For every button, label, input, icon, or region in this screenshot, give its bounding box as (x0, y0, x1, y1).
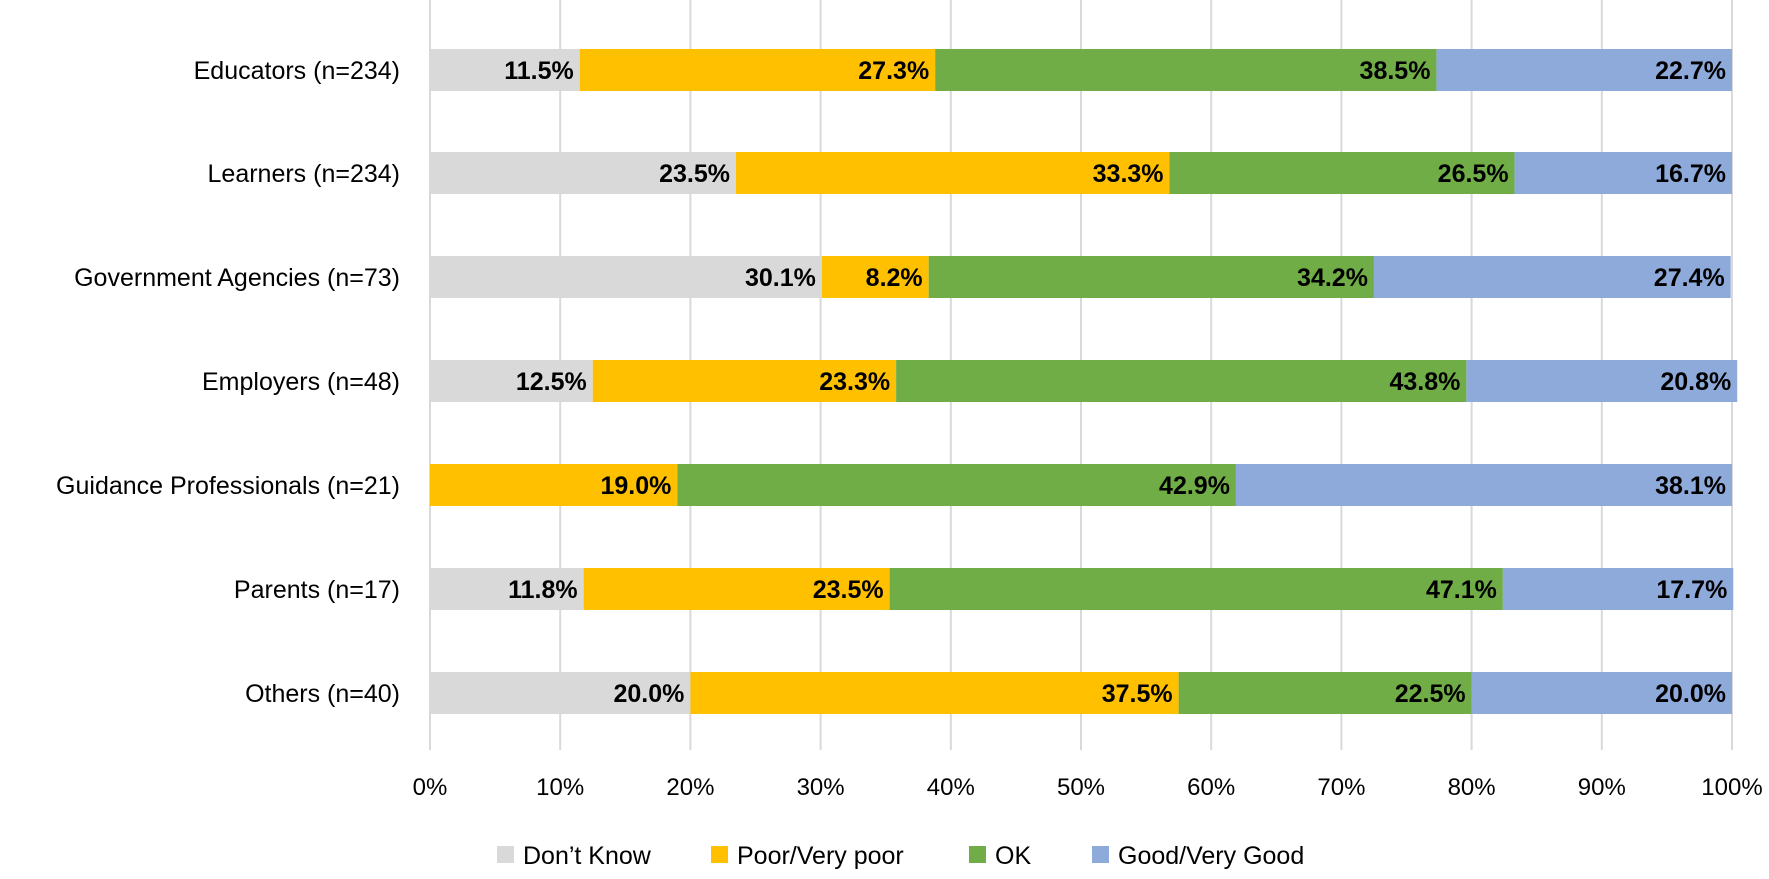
bar-segment-poor-very-poor (690, 672, 1179, 714)
legend-swatch-good-very-good (1092, 846, 1109, 863)
bar-segments (430, 49, 1738, 714)
bar-segment-good-very-good (1502, 568, 1734, 610)
data-label: 22.5% (1395, 680, 1466, 708)
x-tick-label: 70% (1317, 774, 1365, 801)
x-tick-label: 20% (666, 774, 714, 801)
bar-segment-ok (677, 464, 1236, 506)
category-axis-labels: Educators (n=234) Learners (n=234) Governm… (56, 57, 400, 708)
data-label: 47.1% (1426, 576, 1497, 604)
data-label: 27.4% (1654, 264, 1725, 292)
x-tick-label: 30% (797, 774, 845, 801)
legend-label: Poor/Very poor (737, 842, 904, 870)
data-label: 17.7% (1656, 576, 1727, 604)
legend-label: Good/Very Good (1118, 842, 1304, 870)
category-label: Educators (n=234) (194, 57, 400, 85)
bar-segment-ok (889, 568, 1503, 610)
bar-segment-good-very-good (1471, 672, 1732, 714)
bar-segment-poor-very-poor (735, 152, 1170, 194)
bar-segment-good-very-good (1466, 360, 1738, 402)
bar-segment-don-t-know (430, 568, 584, 610)
bar-segment-ok (935, 49, 1437, 91)
x-tick-label: 80% (1448, 774, 1496, 801)
data-label: 23.5% (659, 160, 730, 188)
legend: Don’t Know Poor/Very poor OK Good/Very Good (497, 842, 1304, 870)
data-label: 30.1% (745, 264, 816, 292)
bar-segment-poor-very-poor (592, 360, 897, 402)
bar-segment-poor-very-poor (583, 568, 890, 610)
data-label: 38.5% (1360, 57, 1431, 85)
data-label: 12.5% (516, 368, 587, 396)
x-tick-label: 10% (536, 774, 584, 801)
data-label: 11.8% (508, 576, 578, 604)
category-label: Guidance Professionals (n=21) (56, 472, 400, 500)
x-tick-label: 50% (1057, 774, 1105, 801)
data-label: 23.3% (819, 368, 890, 396)
legend-swatch-poor-very-poor (711, 846, 728, 863)
x-tick-label: 60% (1187, 774, 1235, 801)
data-label: 20.0% (1655, 680, 1726, 708)
data-label: 38.1% (1655, 472, 1726, 500)
data-label: 20.8% (1660, 368, 1731, 396)
data-label: 26.5% (1438, 160, 1509, 188)
data-label: 42.9% (1159, 472, 1230, 500)
data-label: 33.3% (1093, 160, 1164, 188)
category-label: Parents (n=17) (234, 576, 400, 604)
legend-label: OK (995, 842, 1031, 870)
bar-segment-don-t-know (430, 672, 691, 714)
bar-segment-ok (1169, 152, 1515, 194)
bar-segment-ok (896, 360, 1467, 402)
bar-segment-good-very-good (1235, 464, 1732, 506)
bar-segment-don-t-know (430, 49, 580, 91)
data-label: 22.7% (1655, 57, 1726, 85)
data-label: 34.2% (1297, 264, 1368, 292)
x-tick-label: 100% (1701, 774, 1762, 801)
x-tick-label: 40% (927, 774, 975, 801)
bar-segment-poor-very-poor (821, 256, 929, 298)
bar-segment-ok (1178, 672, 1472, 714)
data-label: 37.5% (1102, 680, 1173, 708)
category-label: Employers (n=48) (202, 368, 400, 396)
legend-swatch-don-t-know (497, 846, 514, 863)
data-label: 23.5% (813, 576, 884, 604)
legend-label: Don’t Know (523, 842, 652, 870)
data-labels: 11.5% 27.3% 38.5% 22.7% 23.5% 33.3% 26.5% 16.7%… (504, 57, 1731, 708)
legend-swatch-ok (969, 846, 986, 863)
bar-segment-don-t-know (430, 256, 822, 298)
data-label: 11.5% (504, 57, 574, 85)
data-label: 16.7% (1655, 160, 1726, 188)
bar-segment-good-very-good (1436, 49, 1732, 91)
bar-segment-poor-very-poor (579, 49, 936, 91)
data-label: 20.0% (614, 680, 685, 708)
x-tick-label: 90% (1578, 774, 1626, 801)
data-label: 43.8% (1390, 368, 1461, 396)
data-label: 27.3% (858, 57, 929, 85)
bar-segment-good-very-good (1373, 256, 1731, 298)
x-tick-label: 0% (413, 774, 448, 801)
data-label: 8.2% (866, 264, 923, 292)
bar-segment-don-t-know (430, 360, 593, 402)
category-label: Others (n=40) (245, 680, 400, 708)
bar-segment-ok (928, 256, 1374, 298)
category-label: Learners (n=234) (208, 160, 400, 188)
data-label: 19.0% (600, 472, 671, 500)
bar-segment-don-t-know (430, 152, 736, 194)
category-label: Government Agencies (n=73) (74, 264, 400, 292)
bar-segment-poor-very-poor (430, 464, 678, 506)
bar-segment-good-very-good (1514, 152, 1732, 194)
x-axis-tick-labels: 0% 10% 20% 30% 40% 50% 60% 70% 80% 90% 100% (413, 774, 1763, 801)
